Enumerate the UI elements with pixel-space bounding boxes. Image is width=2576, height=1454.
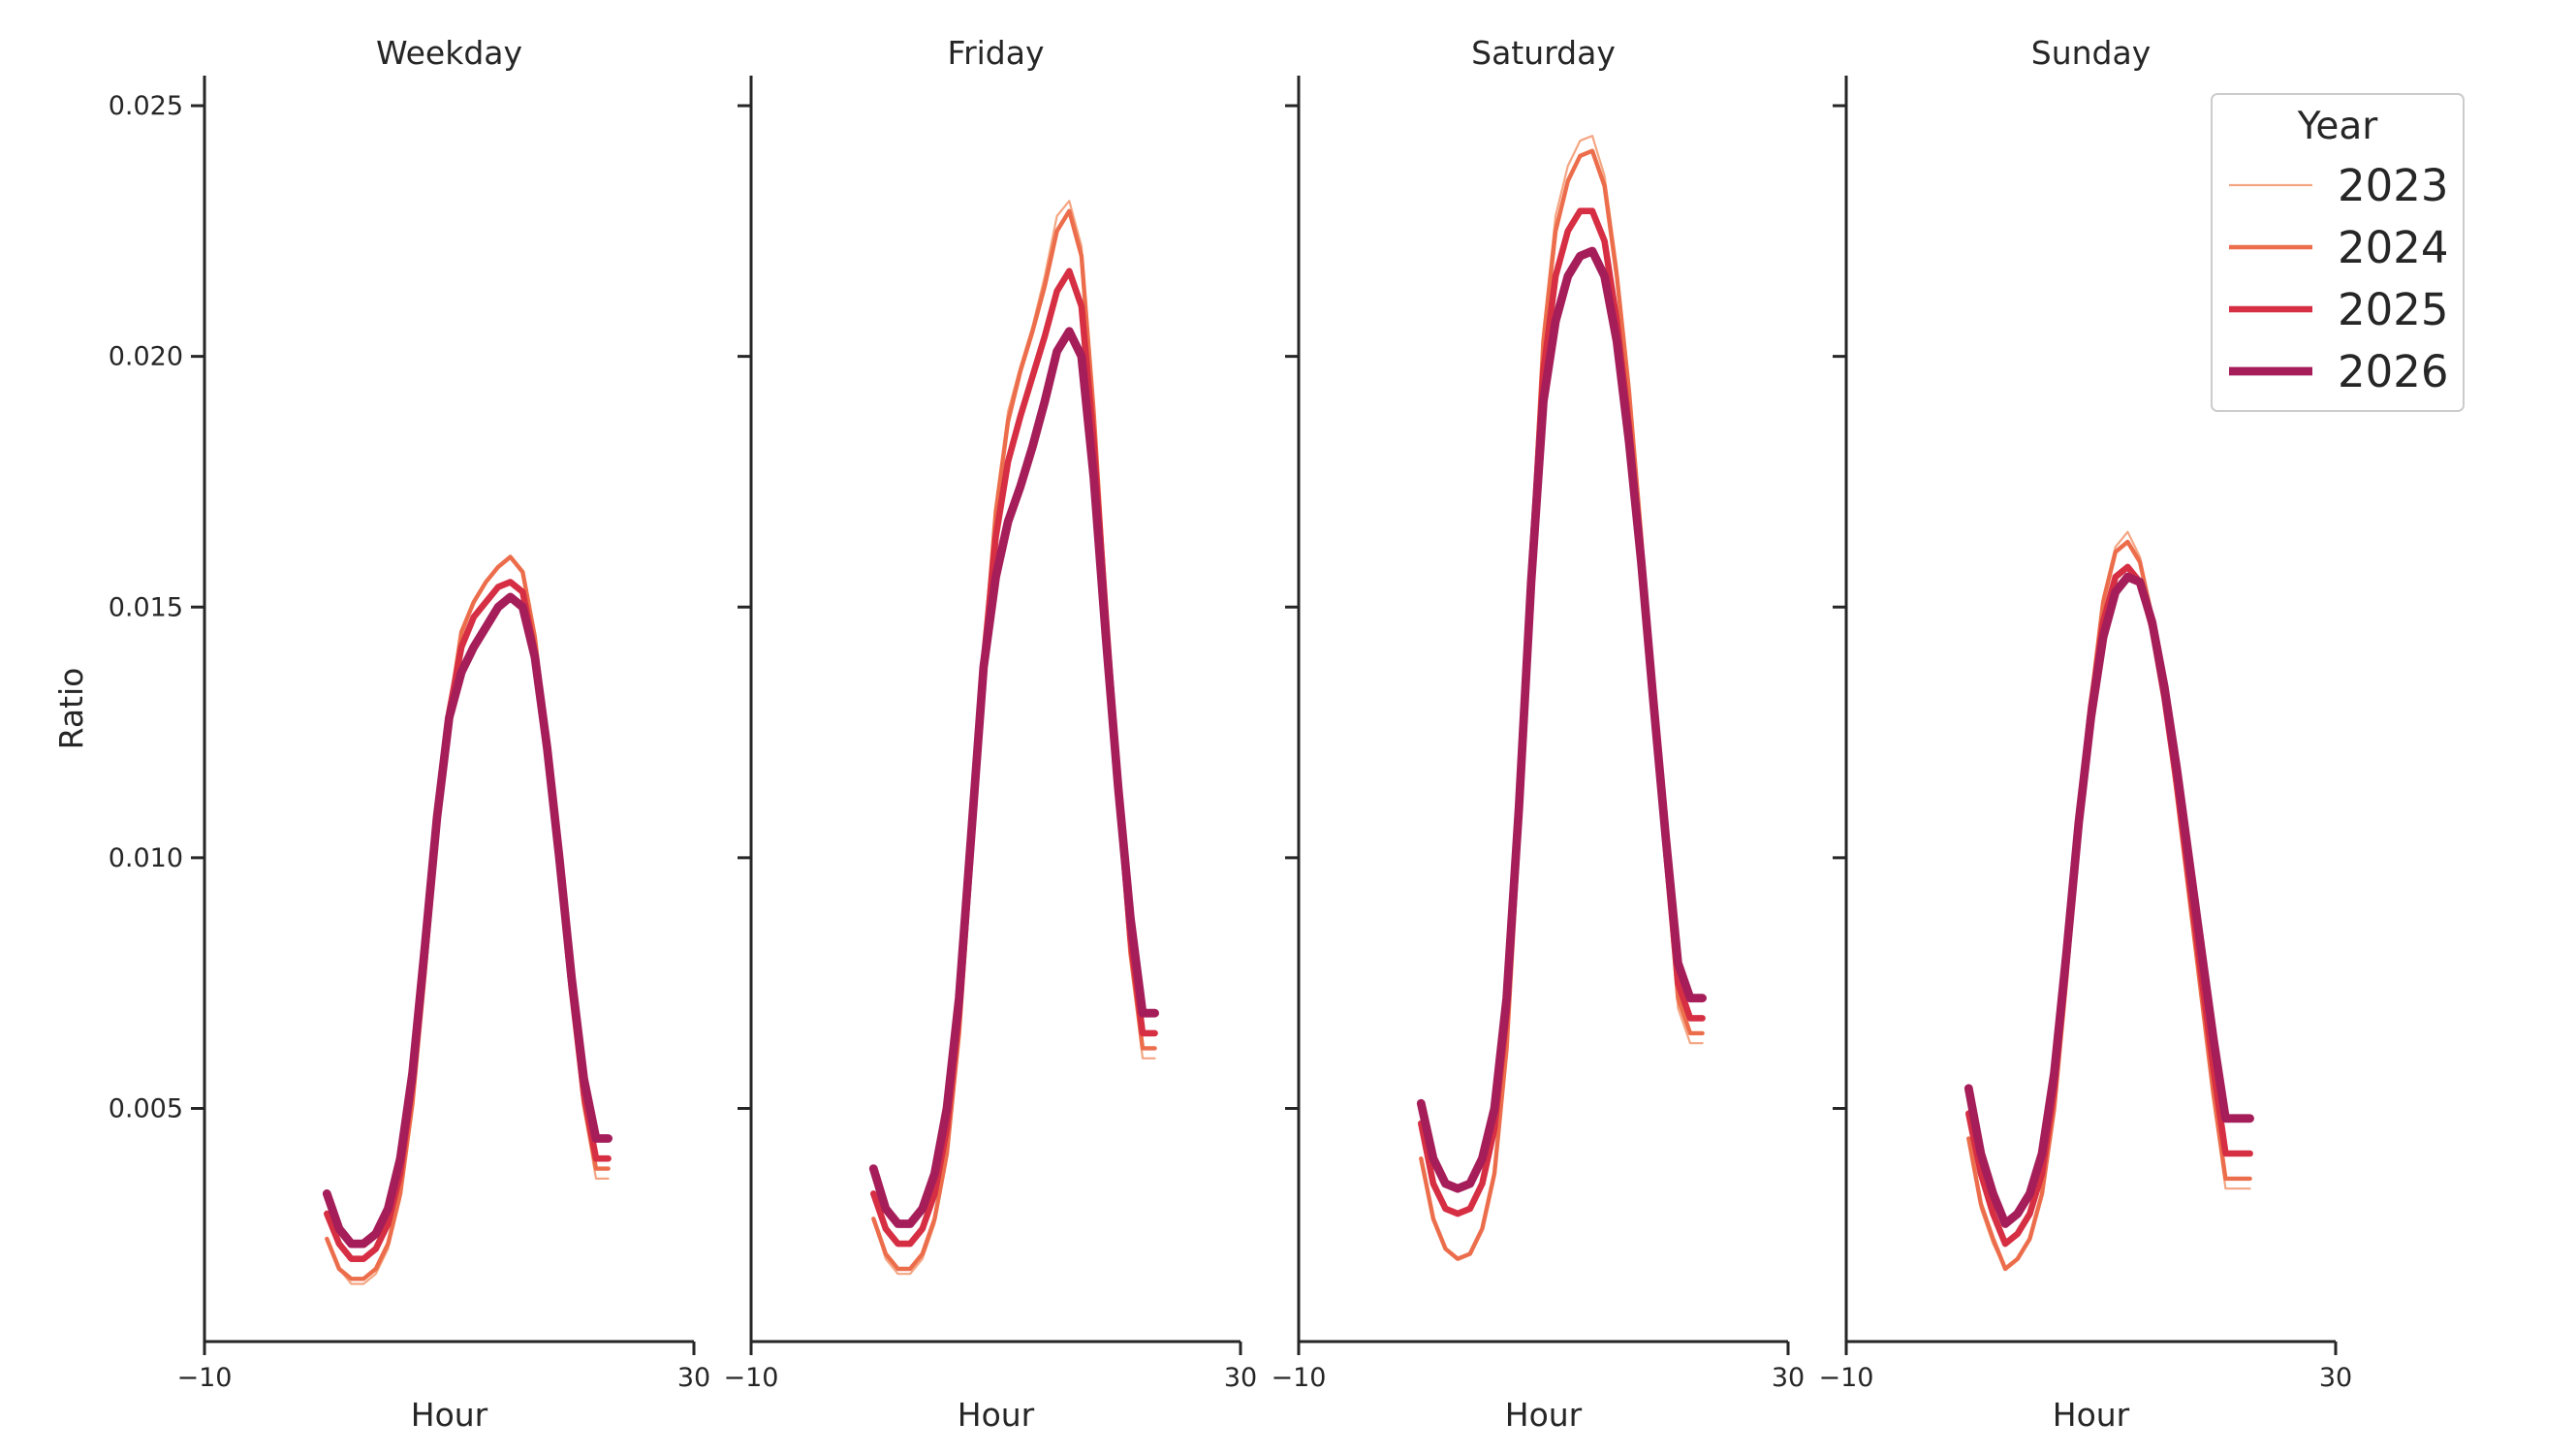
series-line-sunday-2026: [1963, 572, 2255, 1228]
y-tick-label: 0.005: [109, 1093, 183, 1123]
legend-label-2024: 2024: [2338, 222, 2449, 273]
legend-box: [2211, 93, 2465, 412]
series-line-weekday-2026: [322, 592, 613, 1249]
panel-title-saturday: Saturday: [1471, 34, 1616, 72]
x-axis-label: Hour: [1505, 1396, 1583, 1434]
series-line-saturday-2024: [1419, 148, 1705, 1261]
x-tick-label: 30: [1224, 1363, 1257, 1393]
x-tick-label: 30: [677, 1363, 710, 1393]
series-line-sunday-2025: [1965, 563, 2253, 1248]
x-tick-label: 30: [1772, 1363, 1805, 1393]
y-tick-label: 0.015: [109, 592, 183, 622]
y-tick-label: 0.020: [109, 342, 183, 372]
y-tick-label: 0.010: [109, 843, 183, 873]
x-tick-label: −10: [724, 1363, 779, 1393]
y-axis-label: Ratio: [52, 668, 90, 750]
panel-title-sunday: Sunday: [2031, 34, 2151, 72]
x-tick-label: 30: [2319, 1363, 2352, 1393]
y-tick-label: 0.025: [109, 91, 183, 121]
x-tick-label: −10: [1819, 1363, 1874, 1393]
legend-label-2026: 2026: [2338, 346, 2449, 397]
legend-label-2023: 2023: [2338, 160, 2449, 211]
panel-title-weekday: Weekday: [376, 34, 522, 72]
x-tick-label: −10: [1272, 1363, 1327, 1393]
series-line-saturday-2026: [1416, 246, 1707, 1193]
panel-title-friday: Friday: [947, 34, 1044, 72]
series-line-sunday-2024: [1966, 539, 2252, 1272]
x-axis-label: Hour: [2053, 1396, 2130, 1434]
x-axis-label: Hour: [958, 1396, 1035, 1434]
x-axis-label: Hour: [411, 1396, 488, 1434]
series-line-saturday-2025: [1418, 207, 1706, 1217]
series-line-sunday-2023: [1967, 530, 2251, 1271]
series-line-friday-2026: [868, 327, 1159, 1228]
legend-title: Year: [2297, 105, 2379, 148]
x-tick-label: −10: [177, 1363, 233, 1393]
legend-label-2025: 2025: [2338, 284, 2449, 335]
